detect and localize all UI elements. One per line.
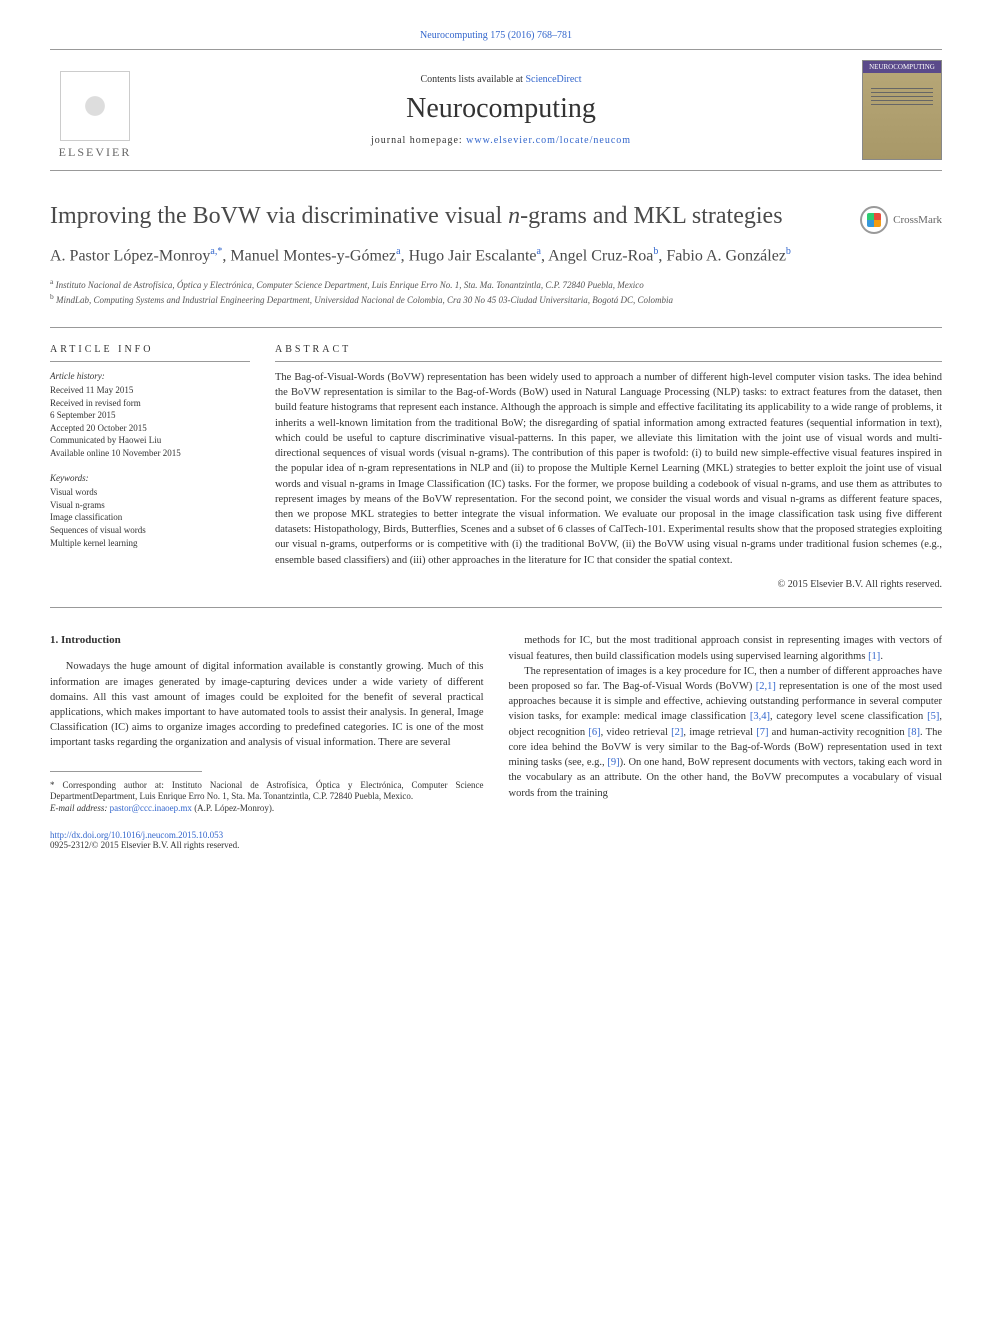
journal-name: Neurocomputing <box>140 93 862 125</box>
info-abstract-row: ARTICLE INFO Article history: Received 1… <box>50 327 942 609</box>
author-4: , Angel Cruz-Roa <box>541 247 653 264</box>
crossmark-badge[interactable]: CrossMark <box>860 206 942 234</box>
doi-link[interactable]: http://dx.doi.org/10.1016/j.neucom.2015.… <box>50 830 223 840</box>
history-label: Article history: <box>50 370 250 383</box>
ref-link-7[interactable]: [7] <box>756 727 768 738</box>
ref-link-8[interactable]: [8] <box>908 727 920 738</box>
title-part1: Improving the BoVW via discriminative vi… <box>50 203 508 229</box>
citation-link[interactable]: Neurocomputing 175 (2016) 768–781 <box>420 30 572 41</box>
keyword-5: Multiple kernel learning <box>50 537 250 550</box>
crossmark-circle-icon <box>860 206 888 234</box>
email-suffix: (A.P. López-Monroy). <box>192 803 274 813</box>
keyword-3: Image classification <box>50 511 250 524</box>
keywords-block: Keywords: Visual words Visual n-grams Im… <box>50 472 250 550</box>
email-link[interactable]: pastor@ccc.inaoep.mx <box>110 803 192 813</box>
ref-link-34[interactable]: [3,4] <box>750 711 770 722</box>
homepage-prefix: journal homepage: <box>371 135 466 146</box>
history-line-2: Received in revised form <box>50 397 250 410</box>
ref-link-6[interactable]: [6] <box>588 727 600 738</box>
title-italic-n: n <box>508 203 520 229</box>
cover-title-bar: NEUROCOMPUTING <box>863 61 941 73</box>
intro-p2: methods for IC, but the most traditional… <box>509 633 943 663</box>
keyword-4: Sequences of visual words <box>50 524 250 537</box>
cover-lines-icon <box>863 73 941 123</box>
history-line-4: Accepted 20 October 2015 <box>50 422 250 435</box>
elsevier-text: ELSEVIER <box>59 145 132 160</box>
contents-prefix: Contents lists available at <box>420 74 525 85</box>
intro-heading: 1. Introduction <box>50 633 484 649</box>
crossmark-inner-icon <box>867 213 881 227</box>
abstract-heading: ABSTRACT <box>275 343 942 363</box>
author-5-aff[interactable]: b <box>786 246 791 257</box>
ref-link-5[interactable]: [5] <box>927 711 939 722</box>
history-block: Article history: Received 11 May 2015 Re… <box>50 370 250 460</box>
footnote-separator <box>50 771 202 772</box>
author-5: , Fabio A. González <box>658 247 786 264</box>
contents-list: Contents lists available at ScienceDirec… <box>140 74 862 85</box>
crossmark-label: CrossMark <box>893 214 942 226</box>
journal-homepage: journal homepage: www.elsevier.com/locat… <box>140 135 862 146</box>
authors-list: A. Pastor López-Monroya,*, Manuel Montes… <box>50 246 942 265</box>
history-line-6: Available online 10 November 2015 <box>50 447 250 460</box>
affiliations: a Instituto Nacional de Astrofísica, Ópt… <box>50 277 942 306</box>
abstract-copyright: © 2015 Elsevier B.V. All rights reserved… <box>275 578 942 593</box>
doi-block: http://dx.doi.org/10.1016/j.neucom.2015.… <box>50 830 942 850</box>
author-1-aff[interactable]: a,* <box>210 246 222 257</box>
keyword-1: Visual words <box>50 486 250 499</box>
history-line-3: 6 September 2015 <box>50 409 250 422</box>
keywords-label: Keywords: <box>50 472 250 485</box>
affiliation-a: a Instituto Nacional de Astrofísica, Ópt… <box>50 277 942 292</box>
title-part2: -grams and MKL strategies <box>520 203 782 229</box>
abstract: ABSTRACT The Bag-of-Visual-Words (BoVW) … <box>275 343 942 593</box>
issn-copyright: 0925-2312/© 2015 Elsevier B.V. All right… <box>50 840 942 850</box>
journal-cover-thumbnail[interactable]: NEUROCOMPUTING <box>862 60 942 160</box>
ref-link-9[interactable]: [9] <box>607 757 619 768</box>
keyword-2: Visual n-grams <box>50 499 250 512</box>
email-line: E-mail address: pastor@ccc.inaoep.mx (A.… <box>50 803 484 815</box>
author-1: A. Pastor López-Monroy <box>50 247 210 264</box>
email-label: E-mail address: <box>50 803 110 813</box>
ref-link-1[interactable]: [1] <box>868 651 880 662</box>
intro-p1: Nowadays the huge amount of digital info… <box>50 659 484 750</box>
header-citation: Neurocomputing 175 (2016) 768–781 <box>50 30 942 41</box>
ref-link-21[interactable]: [2,1] <box>756 681 776 692</box>
intro-p3: The representation of images is a key pr… <box>509 664 943 801</box>
corr-author-note: * Corresponding author at: Instituto Nac… <box>50 780 484 803</box>
body-columns: 1. Introduction Nowadays the huge amount… <box>50 633 942 814</box>
author-3: , Hugo Jair Escalante <box>401 247 537 264</box>
header-box: ELSEVIER Contents lists available at Sci… <box>50 49 942 171</box>
elsevier-tree-icon <box>60 71 130 141</box>
ref-link-2[interactable]: [2] <box>671 727 683 738</box>
elsevier-logo[interactable]: ELSEVIER <box>50 60 140 160</box>
article-info: ARTICLE INFO Article history: Received 1… <box>50 343 250 593</box>
sciencedirect-link[interactable]: ScienceDirect <box>525 74 581 85</box>
history-line-1: Received 11 May 2015 <box>50 384 250 397</box>
corresponding-footnote: * Corresponding author at: Instituto Nac… <box>50 780 484 815</box>
abstract-text: The Bag-of-Visual-Words (BoVW) represent… <box>275 370 942 568</box>
author-2: , Manuel Montes-y-Gómez <box>222 247 396 264</box>
header-center: Contents lists available at ScienceDirec… <box>140 74 862 146</box>
article-title: Improving the BoVW via discriminative vi… <box>50 201 942 231</box>
article-info-heading: ARTICLE INFO <box>50 343 250 362</box>
history-line-5: Communicated by Haowei Liu <box>50 434 250 447</box>
homepage-link[interactable]: www.elsevier.com/locate/neucom <box>466 135 631 146</box>
affiliation-b: b MindLab, Computing Systems and Industr… <box>50 292 942 307</box>
